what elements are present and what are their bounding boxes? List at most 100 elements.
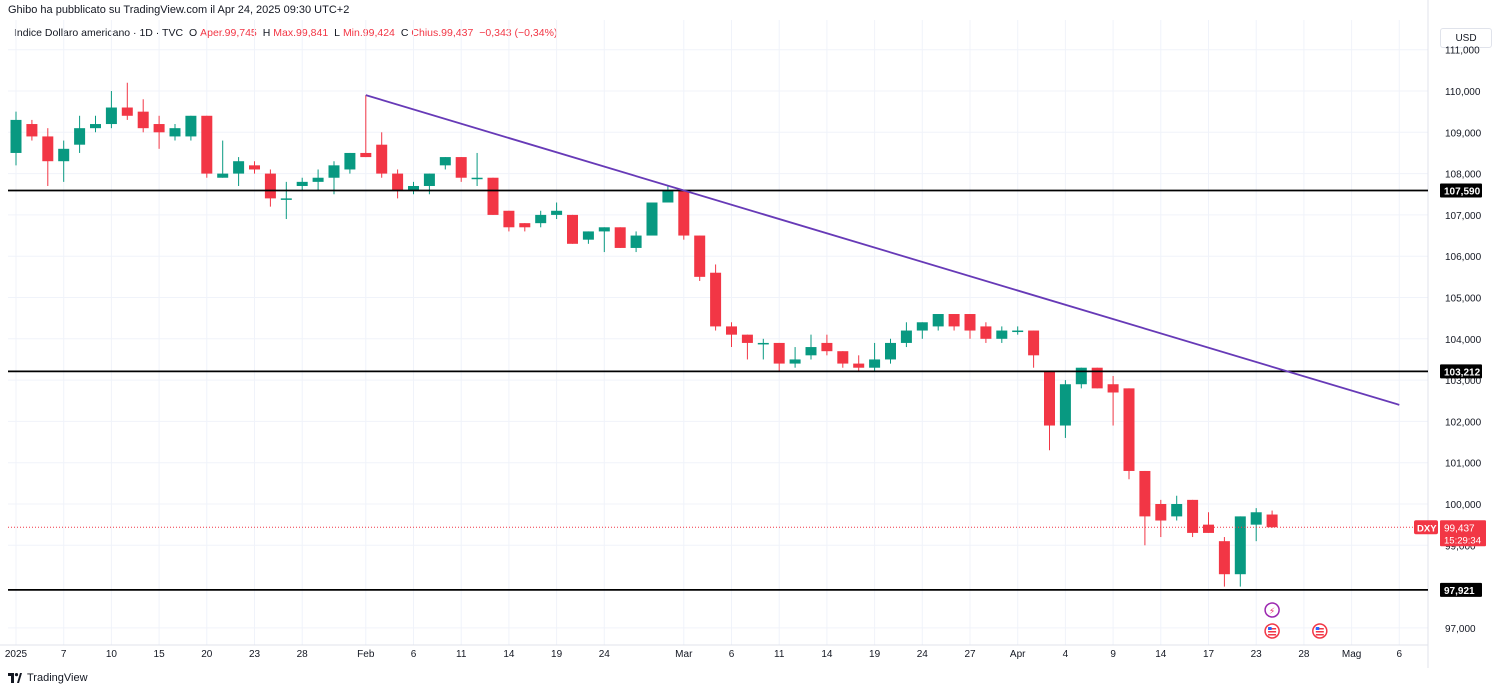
candle-body[interactable] — [90, 124, 101, 129]
candle-body[interactable] — [582, 231, 594, 240]
candle-body[interactable] — [503, 210, 515, 228]
candle-body[interactable] — [471, 177, 483, 180]
candle-body[interactable] — [741, 334, 753, 343]
currency-button[interactable]: USD — [1440, 28, 1492, 48]
candle-body[interactable] — [916, 322, 928, 331]
earnings-event-icon[interactable] — [1264, 602, 1280, 618]
candle-body[interactable] — [948, 314, 960, 327]
candle-body[interactable] — [678, 190, 690, 236]
candle-body[interactable] — [1250, 512, 1262, 525]
x-tick-label: 2025 — [5, 649, 28, 660]
candle-body[interactable] — [296, 181, 308, 186]
candle-body[interactable] — [169, 128, 181, 137]
candle-body[interactable] — [1075, 367, 1087, 385]
candle-body[interactable] — [1218, 541, 1230, 575]
x-tick-label: 15 — [154, 649, 166, 660]
candle-body[interactable] — [360, 152, 372, 158]
y-tick-label: 110,000 — [1445, 87, 1481, 98]
candle-body[interactable] — [439, 157, 451, 166]
candle-body[interactable] — [996, 330, 1008, 339]
candle-body[interactable] — [137, 111, 149, 129]
candle-body[interactable] — [535, 214, 547, 224]
change-value: −0,343 (−0,34%) — [479, 27, 558, 39]
symbol-legend: Indice Dollaro americano · 1D · TVC O Ape… — [14, 27, 560, 39]
candle-body[interactable] — [1059, 384, 1071, 426]
candle-body[interactable] — [789, 359, 801, 364]
candle-body[interactable] — [1266, 514, 1278, 528]
lightning-glyph: ⚡ — [1269, 607, 1275, 617]
candle-body[interactable] — [1171, 504, 1183, 517]
candle-body[interactable] — [837, 351, 849, 364]
candle-body[interactable] — [885, 342, 896, 360]
candle-body[interactable] — [344, 152, 356, 170]
candle-body[interactable] — [964, 314, 976, 331]
y-tick-label: 108,000 — [1445, 170, 1482, 181]
candle-body[interactable] — [662, 190, 674, 203]
candle-body[interactable] — [630, 235, 642, 248]
candle-body[interactable] — [1044, 371, 1055, 426]
candle-body[interactable] — [598, 227, 610, 232]
candle-body[interactable] — [980, 326, 992, 339]
candle-body[interactable] — [455, 157, 467, 178]
candle-body[interactable] — [1091, 367, 1103, 389]
candle-body[interactable] — [1203, 524, 1214, 533]
candle-body[interactable] — [773, 342, 785, 364]
candle-body[interactable] — [1155, 504, 1167, 521]
candle-body[interactable] — [10, 119, 22, 153]
y-tick-label: 97,000 — [1445, 624, 1476, 635]
candle-body[interactable] — [42, 136, 54, 162]
candle-body[interactable] — [201, 115, 213, 174]
candle-body[interactable] — [1028, 330, 1040, 356]
candle-body[interactable] — [1234, 516, 1246, 575]
candle-body[interactable] — [694, 235, 706, 277]
candle-body[interactable] — [217, 173, 229, 178]
candle-body[interactable] — [900, 330, 912, 343]
candle-body[interactable] — [408, 185, 419, 191]
candle-body[interactable] — [153, 124, 165, 133]
candle-body[interactable] — [757, 342, 769, 345]
y-tick-label: 111,000 — [1445, 46, 1480, 57]
candle-body[interactable] — [710, 272, 722, 327]
candle-body[interactable] — [805, 347, 817, 356]
candle-body[interactable] — [646, 202, 658, 236]
candle-body[interactable] — [487, 177, 499, 215]
candle-body[interactable] — [1139, 470, 1151, 517]
candle-body[interactable] — [423, 173, 435, 186]
candle-body[interactable] — [551, 210, 563, 215]
candle-body[interactable] — [58, 148, 70, 162]
candle-body[interactable] — [614, 227, 626, 248]
candle-body[interactable] — [853, 363, 865, 368]
flag-canton — [1268, 627, 1272, 630]
candle-body[interactable] — [1123, 388, 1135, 471]
trend-line[interactable] — [365, 94, 1400, 406]
candle-body[interactable] — [74, 128, 86, 145]
candle-body[interactable] — [376, 144, 388, 174]
candle-body[interactable] — [1187, 499, 1199, 533]
candle-body[interactable] — [869, 359, 881, 368]
x-tick-label: Apr — [1010, 649, 1026, 660]
candle-body[interactable] — [185, 115, 197, 137]
candle-body[interactable] — [726, 326, 737, 335]
candle-body[interactable] — [121, 107, 133, 116]
candle-body[interactable] — [932, 314, 944, 327]
flag-canton — [1315, 627, 1320, 630]
candle-body[interactable] — [233, 161, 245, 174]
candle-body[interactable] — [328, 165, 340, 178]
footer-brand[interactable]: TradingView — [8, 672, 88, 684]
candle-body[interactable] — [821, 342, 833, 352]
candle-body[interactable] — [1012, 330, 1024, 333]
candle-body[interactable] — [312, 177, 324, 182]
candle-body[interactable] — [280, 198, 292, 200]
candle-body[interactable] — [105, 107, 117, 125]
candle-body[interactable] — [392, 173, 404, 191]
candle-body[interactable] — [567, 214, 578, 244]
y-tick-label: 100,000 — [1445, 500, 1482, 511]
candle-body[interactable] — [26, 124, 38, 137]
symbol-name[interactable]: Indice Dollaro americano · 1D · TVC — [14, 27, 184, 39]
candle-body[interactable] — [519, 223, 531, 228]
candle-body[interactable] — [264, 173, 276, 199]
candle-body[interactable] — [1107, 384, 1119, 393]
candle-body[interactable] — [249, 165, 260, 170]
level-price-label: 103,212 — [1444, 367, 1481, 378]
